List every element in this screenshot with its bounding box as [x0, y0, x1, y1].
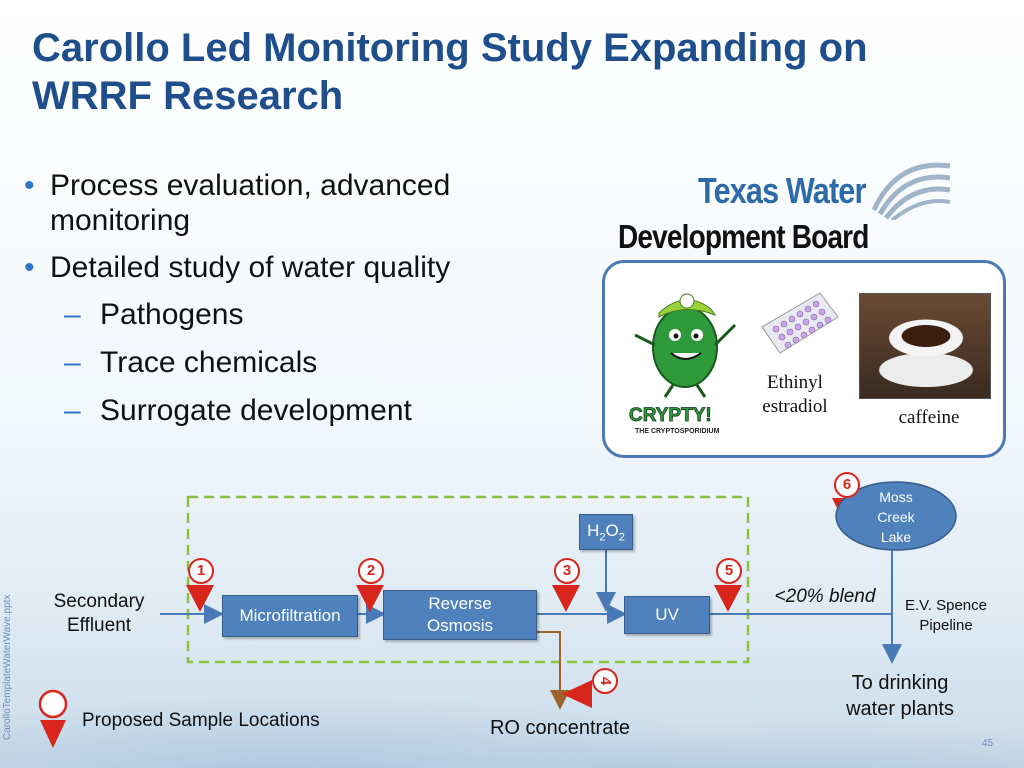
sample-number-3: 3: [554, 558, 580, 584]
secondary-effluent-label: Secondary Effluent: [36, 590, 162, 638]
ro-concentrate-label: RO concentrate: [489, 717, 631, 739]
ethinyl-line-1: Ethinyl: [767, 372, 823, 393]
lake-line-1: Moss: [879, 489, 913, 505]
drinking-water-label: To drinking water plants: [826, 670, 974, 722]
twdb-logo: Texas Water Development Board: [618, 160, 951, 260]
h2o2-box: H2O2: [579, 514, 633, 550]
source-line-2: Effluent: [66, 615, 132, 636]
sub-bullet-text: Pathogens: [100, 298, 244, 331]
dash-icon: –: [64, 346, 81, 379]
sample-number-5: 5: [716, 558, 742, 584]
ethinyl-estradiol-label: Ethinyl estradiol: [743, 371, 847, 419]
h2o2-sub-1: 2: [599, 531, 606, 544]
blend-label: <20% blend: [774, 586, 876, 607]
bullet-text: Process evaluation, advanced monitoring: [50, 169, 451, 237]
coffee-cup-image: [859, 293, 991, 399]
wave-swoosh-icon: [872, 162, 951, 220]
h2o2-h: H: [587, 520, 600, 540]
ethinyl-line-2: estradiol: [762, 396, 828, 417]
pipeline-label: E.V. Spence Pipeline: [892, 596, 1000, 636]
pipeline-line-2: Pipeline: [919, 617, 973, 634]
sample-number-2: 2: [358, 558, 384, 584]
bullet-item: • Detailed study of water quality: [24, 250, 584, 285]
reverse-osmosis-label: Reverse Osmosis: [426, 594, 494, 635]
moss-creek-lake-label: Moss Creek Lake: [836, 487, 956, 547]
reverse-osmosis-box: Reverse Osmosis: [383, 590, 537, 640]
pill-pack-icon: [761, 292, 839, 354]
bullet-icon: •: [24, 169, 35, 202]
sub-bullet-text: Surrogate development: [100, 394, 412, 427]
sample-number-6: 6: [834, 472, 860, 498]
bullet-text: Detailed study of water quality: [50, 251, 451, 284]
uv-box: UV: [624, 596, 710, 634]
h2o2-o: O: [605, 520, 619, 540]
sub-bullet-item: – Trace chemicals: [64, 345, 584, 380]
sub-bullet-item: – Pathogens: [64, 297, 584, 332]
microfiltration-box: Microfiltration: [222, 595, 358, 637]
bullet-list: • Process evaluation, advanced monitorin…: [24, 168, 584, 441]
drinking-line-2: water plants: [846, 698, 954, 720]
h2o2-sub-2: 2: [618, 531, 625, 544]
h2o2-label: H2O2: [587, 521, 625, 543]
template-filename: CarolloTemplateWaterWave.pptx: [2, 594, 13, 740]
lake-line-2: Creek: [877, 509, 915, 525]
sub-bullet-item: – Surrogate development: [64, 393, 584, 428]
crypty-subtitle: THE CRYPTOSPORIDIUM: [635, 428, 720, 435]
sample-number-1: 1: [188, 558, 214, 584]
logo-line-1: Texas Water: [698, 170, 866, 211]
sub-bullet-text: Trace chemicals: [100, 346, 318, 379]
bullet-icon: •: [24, 251, 35, 284]
legend-label: Proposed Sample Locations: [82, 710, 320, 731]
page-number: 45: [982, 738, 994, 749]
dash-icon: –: [64, 298, 81, 331]
crypty-title: CRYPTY!: [629, 405, 712, 426]
pipeline-line-1: E.V. Spence: [904, 597, 987, 614]
crypty-mascot-icon: CRYPTY! THE CRYPTOSPORIDIUM: [629, 293, 737, 435]
caffeine-label: caffeine: [898, 407, 960, 428]
drinking-line-1: To drinking: [851, 672, 949, 694]
sample-number-4: 4: [592, 668, 618, 694]
slide-title: Carollo Led Monitoring Study Expanding o…: [32, 26, 868, 118]
lake-line-3: Lake: [880, 529, 912, 545]
dash-icon: –: [64, 394, 81, 427]
bullet-item: • Process evaluation, advanced monitorin…: [24, 168, 584, 238]
contaminant-panel: CRYPTY! THE CRYPTOSPORIDIUM Ethinyl estr…: [602, 260, 1006, 458]
source-line-1: Secondary: [53, 591, 145, 612]
logo-line-2: Development Board: [618, 218, 869, 255]
